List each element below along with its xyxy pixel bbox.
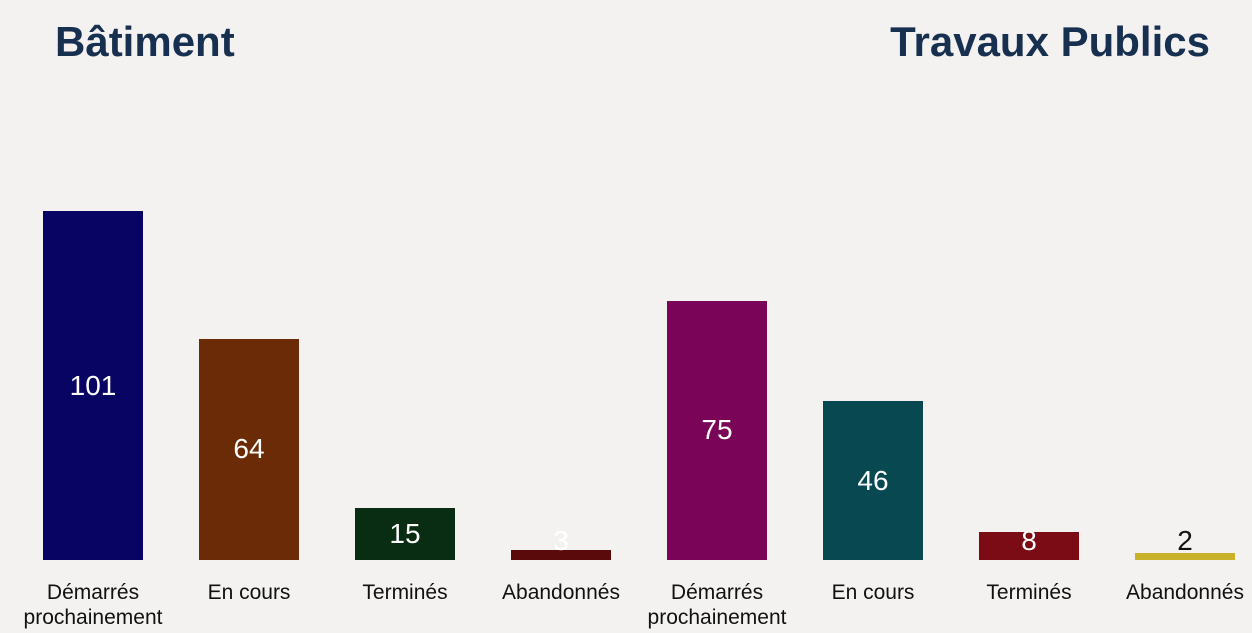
category-label: Abandonnés [1126,581,1244,604]
value-label: 101 [69,369,117,401]
bar [355,508,455,560]
bar [667,300,767,560]
bar [199,338,299,560]
value-label: 2 [1177,525,1193,556]
value-label: 75 [701,414,733,446]
category-label: En cours [207,581,291,604]
value-label: 64 [233,433,265,465]
category-label: En cours [831,581,915,604]
bar [979,532,1079,560]
value-label: 3 [553,525,569,556]
value-label: 8 [1021,525,1037,556]
bar [823,401,923,560]
value-label: 46 [857,464,889,496]
category-label: Terminés [986,581,1072,604]
category-label: Abandonnés [502,581,620,604]
bar [43,211,143,560]
chart-title: Bâtiment [55,18,235,65]
category-label: Terminés [362,581,448,604]
bar [511,549,611,560]
chart-title: Travaux Publics [890,18,1210,65]
category-label: Démarrés prochainement [23,581,163,629]
bar [1135,553,1235,560]
value-label: 15 [389,518,421,550]
category-label: Démarrés prochainement [647,581,787,629]
